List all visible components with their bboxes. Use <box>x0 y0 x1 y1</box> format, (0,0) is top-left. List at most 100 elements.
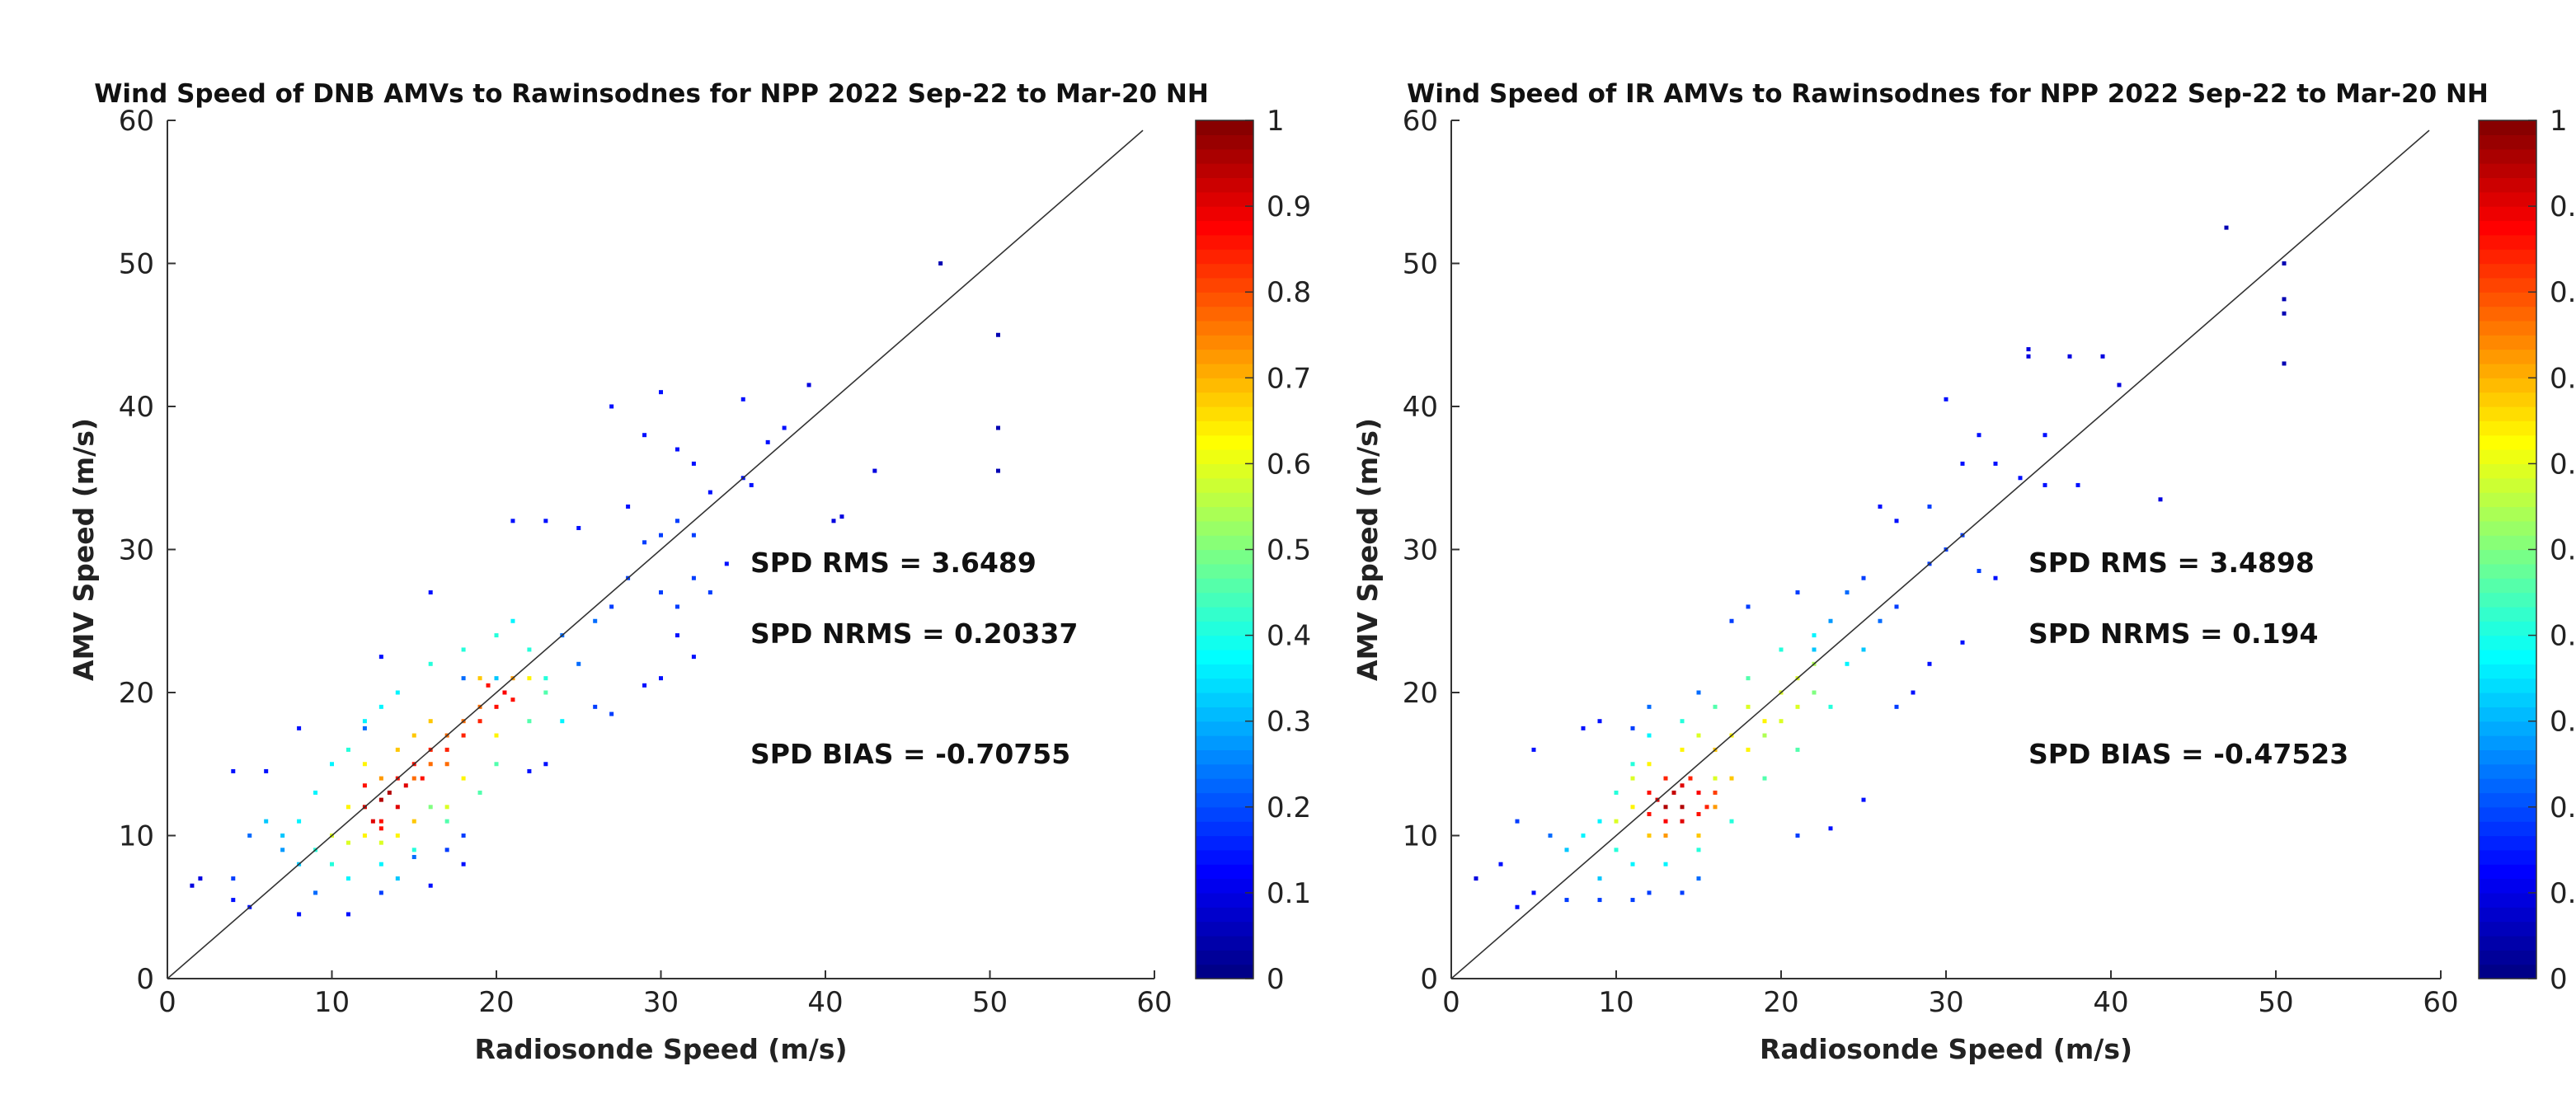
data-point <box>749 482 754 487</box>
data-point <box>444 747 449 752</box>
data-point <box>675 519 679 524</box>
data-point <box>510 697 515 702</box>
colorbar-segment <box>1196 120 1253 135</box>
data-point <box>362 726 367 730</box>
y-tick-label: 0 <box>1420 963 1438 996</box>
x-tick-label: 60 <box>1136 986 1172 1019</box>
colorbar-segment <box>2479 621 2536 636</box>
data-point <box>1762 733 1767 738</box>
colorbar-segment <box>1196 320 1253 336</box>
colorbar-segment <box>2479 664 2536 679</box>
data-point <box>724 561 729 566</box>
colorbar-segment <box>2479 220 2536 236</box>
data-point <box>765 439 770 444</box>
data-point <box>707 490 712 495</box>
data-point <box>1944 397 1948 402</box>
colorbar-segment <box>2479 277 2536 293</box>
data-point <box>1762 719 1767 724</box>
colorbar-segment <box>1196 477 1253 493</box>
data-point <box>1564 848 1569 852</box>
colorbar-segment <box>2479 721 2536 736</box>
data-point <box>395 747 400 752</box>
data-point <box>831 519 836 524</box>
colorbar-segment <box>1196 349 1253 364</box>
data-point <box>378 840 383 845</box>
colorbar-segment <box>2479 635 2536 650</box>
data-point <box>486 683 491 688</box>
y-tick-label: 30 <box>119 534 154 567</box>
colorbar-segment <box>1196 434 1253 450</box>
colorbar-segment <box>2479 506 2536 522</box>
colorbar-tick-label: 0 <box>2550 963 2568 996</box>
data-point <box>1713 790 1718 795</box>
data-point <box>543 519 548 524</box>
colorbar-segment <box>2479 864 2536 880</box>
data-point <box>1680 890 1685 895</box>
stat-text: SPD BIAS = -0.70755 <box>750 738 1070 770</box>
data-point <box>444 805 449 810</box>
data-point <box>675 447 679 452</box>
data-point <box>1663 776 1668 781</box>
data-point <box>1894 519 1899 524</box>
data-point <box>1713 805 1718 810</box>
x-tick-label: 50 <box>972 986 1008 1019</box>
colorbar-segment <box>2479 148 2536 164</box>
colorbar-segment <box>1196 592 1253 608</box>
colorbar-segment <box>2479 935 2536 951</box>
data-point <box>428 590 433 595</box>
data-point <box>806 383 811 387</box>
colorbar-segment <box>1196 763 1253 779</box>
colorbar-tick-label: 0.9 <box>2550 190 2576 223</box>
data-point <box>626 504 631 509</box>
colorbar-segment <box>1196 292 1253 308</box>
colorbar-segment <box>2479 492 2536 508</box>
data-point <box>1647 733 1652 738</box>
colorbar-segment <box>2479 778 2536 794</box>
colorbar-segment <box>1196 363 1253 378</box>
data-point <box>411 733 416 738</box>
y-tick-label: 40 <box>119 391 154 424</box>
data-point <box>1680 783 1685 788</box>
stat-text: SPD RMS = 3.6489 <box>750 547 1037 579</box>
colorbar-tick-label: 0.7 <box>1267 362 1311 395</box>
data-point <box>330 862 334 866</box>
data-point <box>264 768 269 773</box>
data-point <box>1828 826 1833 831</box>
colorbar-segment <box>2479 349 2536 364</box>
data-point <box>1630 776 1635 781</box>
data-point <box>428 883 433 888</box>
colorbar-segment <box>1196 693 1253 707</box>
data-point <box>428 661 433 666</box>
colorbar-segment <box>1196 735 1253 750</box>
colorbar-segment <box>1196 878 1253 894</box>
data-point <box>1878 504 1883 509</box>
data-point <box>428 805 433 810</box>
colorbar-segment <box>2479 177 2536 193</box>
y-tick-label: 10 <box>119 820 154 853</box>
colorbar-segment <box>2479 378 2536 393</box>
data-point <box>297 912 302 917</box>
data-point <box>370 819 375 824</box>
data-point <box>609 711 614 716</box>
data-point <box>313 790 318 795</box>
colorbar-segment <box>2479 563 2536 579</box>
data-point <box>2282 297 2287 302</box>
data-point <box>1663 805 1668 810</box>
data-point <box>1696 848 1701 852</box>
y-tick-label: 50 <box>119 248 154 281</box>
data-point <box>1779 647 1784 652</box>
colorbar-segment <box>1196 935 1253 951</box>
colorbar-segment <box>1196 821 1253 837</box>
data-point <box>346 912 350 917</box>
x-tick-label: 10 <box>1598 986 1634 1019</box>
data-point <box>1696 876 1701 881</box>
colorbar-segment <box>1196 835 1253 851</box>
data-point <box>494 733 499 738</box>
colorbar-segment <box>2479 206 2536 222</box>
data-point <box>1630 805 1635 810</box>
data-point <box>675 633 679 638</box>
data-point <box>2026 347 2031 352</box>
data-point <box>1647 704 1652 709</box>
colorbar-segment <box>1196 664 1253 679</box>
data-point <box>1671 790 1676 795</box>
